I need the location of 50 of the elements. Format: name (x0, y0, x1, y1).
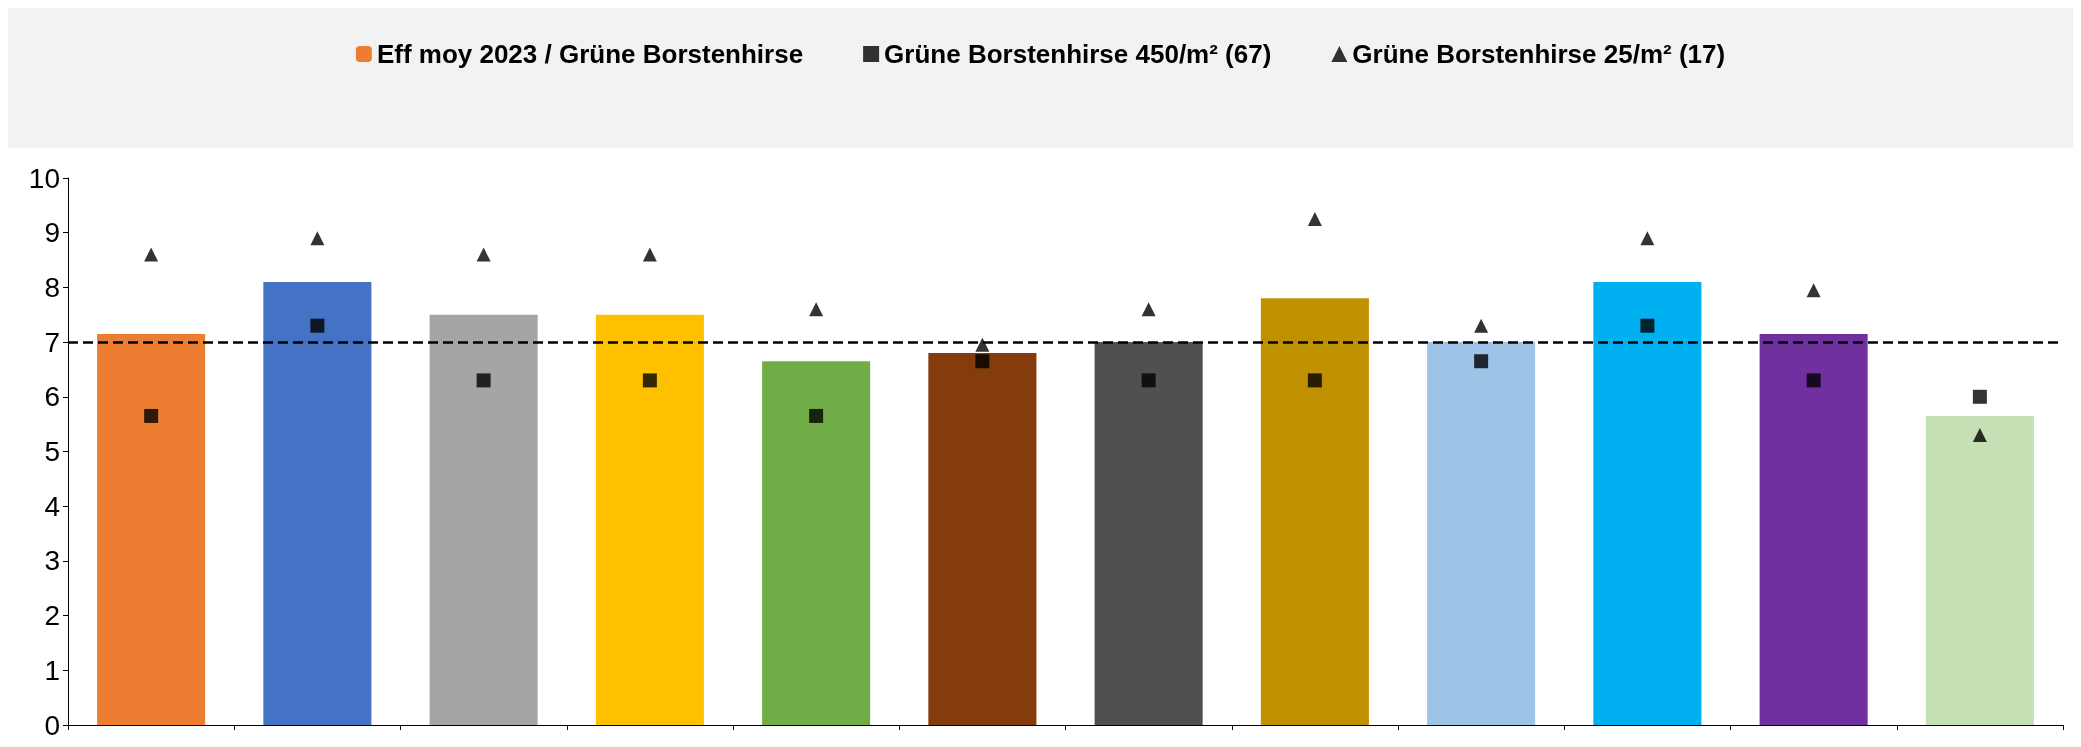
point (1474, 318, 1489, 333)
bar (1427, 342, 1536, 725)
point (1640, 318, 1655, 333)
point (1141, 373, 1156, 388)
bar (1759, 333, 1868, 725)
legend-label: Grüne Borstenhirse 450/m² (67) (884, 39, 1272, 69)
point (144, 247, 159, 262)
legend-label: Grüne Borstenhirse 25/m² (17) (1352, 39, 1726, 69)
point (1307, 212, 1322, 227)
bar (1094, 342, 1203, 725)
y-tick-label: 2 (44, 600, 60, 632)
point (310, 318, 325, 333)
y-tick-label: 8 (44, 271, 60, 303)
bar (595, 314, 704, 725)
bar (97, 333, 206, 725)
y-tick-label: 3 (44, 545, 60, 577)
point (1640, 231, 1655, 246)
y-tick-label: 6 (44, 381, 60, 413)
y-tick-label: 7 (44, 326, 60, 358)
y-tick-label: 9 (44, 217, 60, 249)
point (1474, 354, 1489, 369)
bar (1925, 415, 2034, 725)
point (310, 231, 325, 246)
point (1141, 302, 1156, 317)
point (975, 354, 990, 369)
point (1972, 428, 1987, 443)
point (476, 373, 491, 388)
bar (263, 281, 372, 725)
point (642, 247, 657, 262)
point (1806, 373, 1821, 388)
point (642, 373, 657, 388)
bar (762, 361, 871, 725)
y-tick-label: 10 (28, 162, 60, 194)
bar (928, 353, 1037, 725)
bar (1593, 281, 1702, 725)
point (1972, 389, 1987, 404)
y-tick-label: 4 (44, 490, 60, 522)
point (1307, 373, 1322, 388)
y-tick-label: 5 (44, 436, 60, 467)
y-tick-label: 1 (44, 654, 60, 686)
y-tick-label: 0 (44, 709, 60, 741)
bar (1260, 298, 1369, 725)
legend-label: Eff moy 2023 / Grüne Borstenhirse (376, 39, 804, 69)
point (1806, 283, 1821, 298)
point (476, 247, 491, 262)
point (809, 408, 824, 423)
bar (429, 314, 538, 725)
point (975, 337, 990, 352)
point (144, 408, 159, 423)
point (809, 302, 824, 317)
